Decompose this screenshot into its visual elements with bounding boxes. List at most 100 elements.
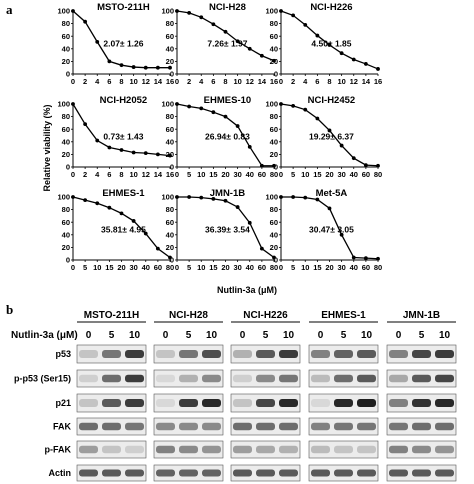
x-tick-label: 20: [221, 263, 229, 272]
protein-band: [389, 399, 408, 407]
x-tick-label: 60: [362, 170, 370, 179]
y-tick-label: 60: [62, 218, 70, 227]
blot-box: [153, 440, 224, 459]
y-tick-label: 80: [62, 19, 70, 28]
y-tick-label: 40: [270, 230, 278, 239]
y-tick-label: 100: [265, 100, 278, 109]
data-point: [131, 65, 136, 69]
data-point: [279, 9, 283, 13]
x-tick-label: 14: [154, 77, 163, 86]
x-tick-label: 40: [350, 170, 358, 179]
data-point: [175, 9, 179, 13]
x-tick-label: 4: [95, 170, 100, 179]
protein-label: p53: [55, 349, 71, 359]
data-point: [351, 57, 356, 62]
data-point: [95, 201, 100, 206]
dose-label: 10: [439, 330, 451, 341]
y-tick-label: 0: [66, 256, 70, 265]
x-tick-label: 14: [362, 77, 371, 86]
y-tick-label: 60: [62, 125, 70, 134]
y-tick-label: 80: [166, 112, 174, 121]
protein-band: [435, 445, 454, 454]
data-point: [351, 255, 356, 260]
protein-band: [256, 374, 275, 383]
protein-band: [156, 374, 175, 383]
data-point: [291, 13, 296, 18]
x-tick-label: 4: [95, 77, 100, 86]
protein-band: [179, 399, 198, 407]
data-point: [279, 102, 283, 106]
dose-label: 10: [361, 330, 373, 341]
x-tick-label: 0: [71, 77, 75, 86]
data-point: [363, 163, 368, 168]
data-point: [95, 138, 100, 143]
ic50-annotation: 4.50± 1.85: [311, 38, 351, 48]
x-tick-label: 14: [154, 170, 163, 179]
protein-band: [357, 374, 376, 383]
blot-box: [76, 369, 147, 388]
data-point: [223, 198, 228, 203]
protein-band: [357, 469, 376, 477]
protein-band: [79, 422, 98, 431]
ic50-annotation: 30.47± 3.05: [309, 224, 354, 234]
protein-band: [125, 374, 144, 383]
y-tick-label: 100: [161, 100, 174, 109]
x-tick-label: 15: [105, 263, 113, 272]
y-tick-label: 40: [270, 44, 278, 53]
x-tick-label: 80: [374, 170, 382, 179]
blot-box: [230, 369, 301, 388]
protein-band: [233, 445, 252, 454]
blot-box: [230, 393, 301, 413]
protein-band: [412, 350, 431, 358]
protein-label: FAK: [53, 422, 72, 432]
data-point: [119, 211, 124, 216]
data-point: [327, 43, 332, 47]
protein-band: [389, 469, 408, 477]
data-point: [363, 256, 368, 261]
treatment-label: Nutlin-3a (μM): [11, 330, 78, 341]
protein-band: [357, 422, 376, 431]
x-tick-label: 80: [374, 263, 382, 272]
protein-band: [334, 469, 353, 477]
x-tick-label: 15: [313, 170, 321, 179]
chart-title: JMN-1B: [210, 188, 246, 199]
y-tick-label: 0: [274, 163, 278, 172]
data-point: [376, 256, 380, 261]
x-tick-label: 40: [246, 170, 254, 179]
dose-label: 5: [109, 330, 115, 341]
protein-band: [357, 445, 376, 454]
blot-box: [386, 369, 457, 388]
x-axis-label: Nutlin-3a (μM): [217, 285, 277, 295]
protein-label: p-FAK: [45, 445, 72, 455]
protein-band: [202, 350, 221, 358]
blot-box: [230, 440, 301, 459]
data-point: [95, 39, 100, 44]
protein-band: [102, 399, 121, 407]
data-point: [259, 53, 264, 58]
data-point: [143, 231, 148, 236]
x-tick-label: 10: [93, 263, 101, 272]
data-point: [315, 197, 320, 202]
protein-band: [435, 399, 454, 407]
blot-box: [308, 464, 379, 482]
dose-label: 0: [318, 330, 324, 341]
data-point: [107, 145, 112, 150]
chart-title: EHMES-10: [204, 95, 252, 106]
protein-band: [79, 445, 98, 454]
y-tick-label: 60: [166, 125, 174, 134]
data-point: [376, 163, 380, 168]
y-axis-label: Relative viability (%): [42, 104, 52, 191]
protein-band: [256, 350, 275, 358]
y-tick-label: 60: [270, 32, 278, 41]
y-tick-label: 80: [166, 205, 174, 214]
protein-band: [102, 374, 121, 383]
cell-line-label: MSTO-211H: [84, 310, 139, 321]
protein-band: [156, 350, 175, 358]
blot-box: [230, 464, 301, 482]
protein-band: [156, 422, 175, 431]
protein-band: [334, 374, 353, 383]
data-point: [119, 63, 124, 68]
blot-box: [76, 344, 147, 364]
